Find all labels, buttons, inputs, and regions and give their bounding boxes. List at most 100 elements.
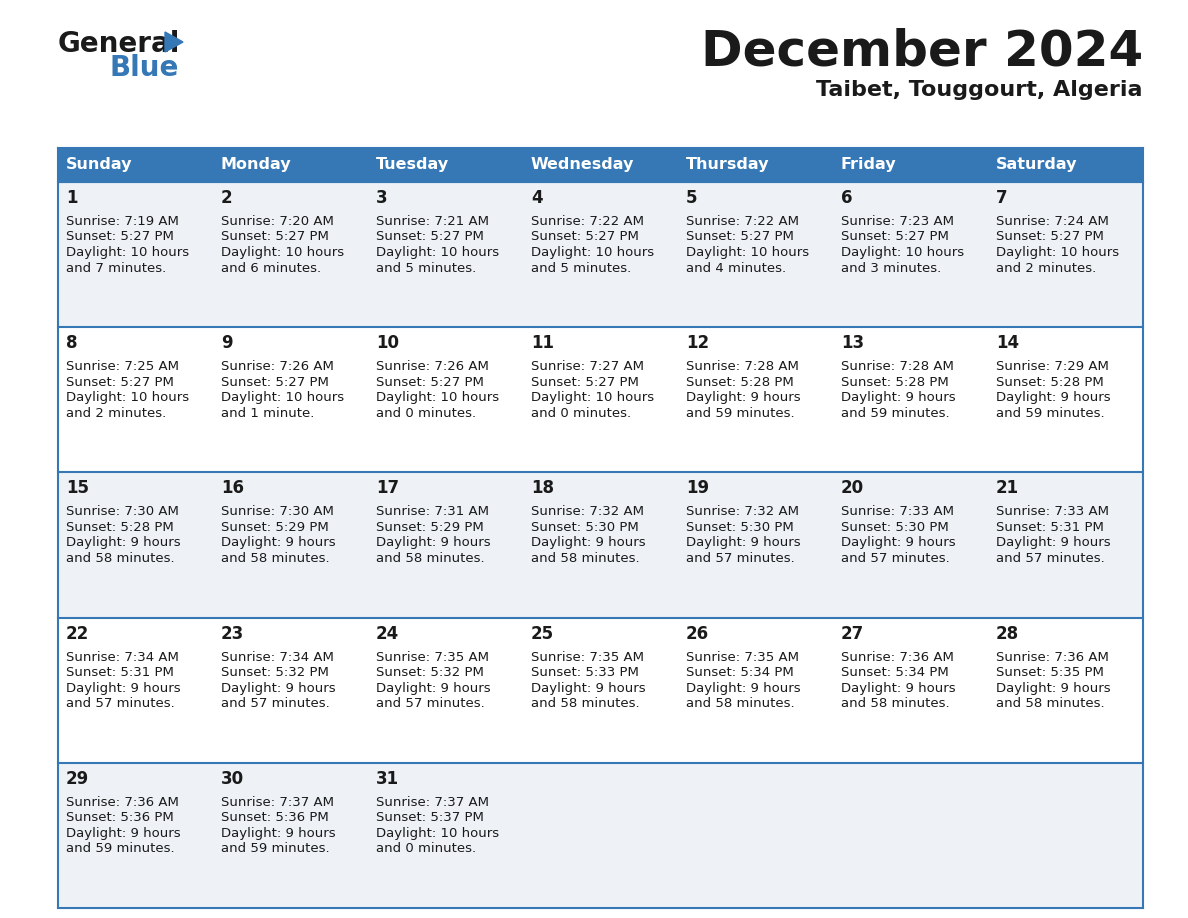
Text: and 5 minutes.: and 5 minutes. (531, 262, 631, 274)
Bar (58, 473, 1143, 618)
Bar (58, 182, 1143, 327)
Text: Sunset: 5:27 PM: Sunset: 5:27 PM (531, 230, 639, 243)
Text: Daylight: 10 hours: Daylight: 10 hours (375, 246, 499, 259)
Text: and 57 minutes.: and 57 minutes. (67, 697, 175, 711)
Text: Monday: Monday (221, 158, 291, 173)
Text: Daylight: 9 hours: Daylight: 9 hours (841, 536, 955, 549)
Text: Daylight: 10 hours: Daylight: 10 hours (67, 391, 189, 404)
Bar (833, 148, 988, 182)
Bar (523, 148, 678, 182)
Text: Sunrise: 7:35 AM: Sunrise: 7:35 AM (531, 651, 644, 664)
Text: Sunrise: 7:31 AM: Sunrise: 7:31 AM (375, 506, 489, 519)
Text: Sunset: 5:27 PM: Sunset: 5:27 PM (221, 230, 329, 243)
Text: Daylight: 9 hours: Daylight: 9 hours (221, 536, 336, 549)
Text: and 2 minutes.: and 2 minutes. (996, 262, 1097, 274)
Text: Taibet, Touggourt, Algeria: Taibet, Touggourt, Algeria (816, 80, 1143, 100)
Text: Sunrise: 7:21 AM: Sunrise: 7:21 AM (375, 215, 489, 228)
Bar (368, 148, 523, 182)
Text: and 59 minutes.: and 59 minutes. (221, 843, 329, 856)
Text: Sunrise: 7:35 AM: Sunrise: 7:35 AM (685, 651, 800, 664)
Text: Blue: Blue (110, 54, 179, 82)
Text: and 3 minutes.: and 3 minutes. (841, 262, 941, 274)
Text: Daylight: 9 hours: Daylight: 9 hours (996, 681, 1111, 695)
Text: 22: 22 (67, 624, 89, 643)
Text: Sunset: 5:32 PM: Sunset: 5:32 PM (221, 666, 329, 679)
Text: Sunset: 5:36 PM: Sunset: 5:36 PM (221, 812, 329, 824)
Text: and 58 minutes.: and 58 minutes. (841, 697, 949, 711)
Text: Sunset: 5:28 PM: Sunset: 5:28 PM (685, 375, 794, 388)
Text: Sunrise: 7:35 AM: Sunrise: 7:35 AM (375, 651, 489, 664)
Text: Sunrise: 7:22 AM: Sunrise: 7:22 AM (531, 215, 644, 228)
Text: and 4 minutes.: and 4 minutes. (685, 262, 786, 274)
Text: Sunset: 5:29 PM: Sunset: 5:29 PM (221, 521, 329, 534)
Text: Sunrise: 7:26 AM: Sunrise: 7:26 AM (221, 360, 334, 374)
Text: Sunset: 5:30 PM: Sunset: 5:30 PM (841, 521, 949, 534)
Text: Sunrise: 7:37 AM: Sunrise: 7:37 AM (221, 796, 334, 809)
Text: Sunrise: 7:33 AM: Sunrise: 7:33 AM (841, 506, 954, 519)
Text: 16: 16 (221, 479, 244, 498)
Text: Sunset: 5:27 PM: Sunset: 5:27 PM (996, 230, 1104, 243)
Text: Sunset: 5:31 PM: Sunset: 5:31 PM (996, 521, 1104, 534)
Text: Sunrise: 7:27 AM: Sunrise: 7:27 AM (531, 360, 644, 374)
Text: 17: 17 (375, 479, 399, 498)
Text: Daylight: 9 hours: Daylight: 9 hours (996, 536, 1111, 549)
Text: Sunset: 5:27 PM: Sunset: 5:27 PM (67, 375, 173, 388)
Text: Sunset: 5:37 PM: Sunset: 5:37 PM (375, 812, 484, 824)
Text: and 7 minutes.: and 7 minutes. (67, 262, 166, 274)
Text: 21: 21 (996, 479, 1019, 498)
Text: Sunrise: 7:30 AM: Sunrise: 7:30 AM (221, 506, 334, 519)
Text: 28: 28 (996, 624, 1019, 643)
Text: and 58 minutes.: and 58 minutes. (67, 552, 175, 565)
Text: Sunrise: 7:28 AM: Sunrise: 7:28 AM (685, 360, 798, 374)
Text: 3: 3 (375, 189, 387, 207)
Text: and 0 minutes.: and 0 minutes. (375, 843, 476, 856)
Text: 13: 13 (841, 334, 864, 353)
Text: Sunrise: 7:20 AM: Sunrise: 7:20 AM (221, 215, 334, 228)
Text: Sunrise: 7:34 AM: Sunrise: 7:34 AM (67, 651, 179, 664)
Text: and 58 minutes.: and 58 minutes. (996, 697, 1105, 711)
Text: Sunset: 5:28 PM: Sunset: 5:28 PM (841, 375, 949, 388)
Text: Friday: Friday (841, 158, 897, 173)
Text: Sunset: 5:29 PM: Sunset: 5:29 PM (375, 521, 484, 534)
Text: Daylight: 10 hours: Daylight: 10 hours (67, 246, 189, 259)
Text: Daylight: 9 hours: Daylight: 9 hours (685, 681, 801, 695)
Text: Wednesday: Wednesday (531, 158, 634, 173)
Text: Daylight: 10 hours: Daylight: 10 hours (685, 246, 809, 259)
Text: Sunrise: 7:34 AM: Sunrise: 7:34 AM (221, 651, 334, 664)
Text: 4: 4 (531, 189, 543, 207)
Text: Daylight: 9 hours: Daylight: 9 hours (67, 681, 181, 695)
Text: and 0 minutes.: and 0 minutes. (531, 407, 631, 420)
Text: Sunday: Sunday (67, 158, 133, 173)
Text: Thursday: Thursday (685, 158, 770, 173)
Text: Daylight: 10 hours: Daylight: 10 hours (221, 246, 345, 259)
Text: and 5 minutes.: and 5 minutes. (375, 262, 476, 274)
Text: Sunrise: 7:23 AM: Sunrise: 7:23 AM (841, 215, 954, 228)
Text: 11: 11 (531, 334, 554, 353)
Text: and 6 minutes.: and 6 minutes. (221, 262, 321, 274)
Text: Sunrise: 7:32 AM: Sunrise: 7:32 AM (531, 506, 644, 519)
Text: 2: 2 (221, 189, 233, 207)
Text: 24: 24 (375, 624, 399, 643)
Text: and 58 minutes.: and 58 minutes. (531, 697, 639, 711)
Text: Daylight: 9 hours: Daylight: 9 hours (531, 536, 645, 549)
Text: Daylight: 10 hours: Daylight: 10 hours (841, 246, 965, 259)
Polygon shape (165, 32, 183, 52)
Text: Sunset: 5:27 PM: Sunset: 5:27 PM (531, 375, 639, 388)
Text: and 58 minutes.: and 58 minutes. (375, 552, 485, 565)
Text: 25: 25 (531, 624, 554, 643)
Text: Sunset: 5:27 PM: Sunset: 5:27 PM (375, 230, 484, 243)
Text: Daylight: 9 hours: Daylight: 9 hours (685, 536, 801, 549)
Text: Sunset: 5:32 PM: Sunset: 5:32 PM (375, 666, 484, 679)
Text: 15: 15 (67, 479, 89, 498)
Text: Daylight: 10 hours: Daylight: 10 hours (375, 391, 499, 404)
Text: 18: 18 (531, 479, 554, 498)
Text: 23: 23 (221, 624, 245, 643)
Bar (58, 763, 1143, 908)
Text: General: General (58, 30, 181, 58)
Text: Sunset: 5:28 PM: Sunset: 5:28 PM (996, 375, 1104, 388)
Text: 1: 1 (67, 189, 77, 207)
Text: Sunrise: 7:24 AM: Sunrise: 7:24 AM (996, 215, 1108, 228)
Text: Daylight: 9 hours: Daylight: 9 hours (841, 681, 955, 695)
Text: Sunrise: 7:36 AM: Sunrise: 7:36 AM (841, 651, 954, 664)
Text: December 2024: December 2024 (701, 28, 1143, 76)
